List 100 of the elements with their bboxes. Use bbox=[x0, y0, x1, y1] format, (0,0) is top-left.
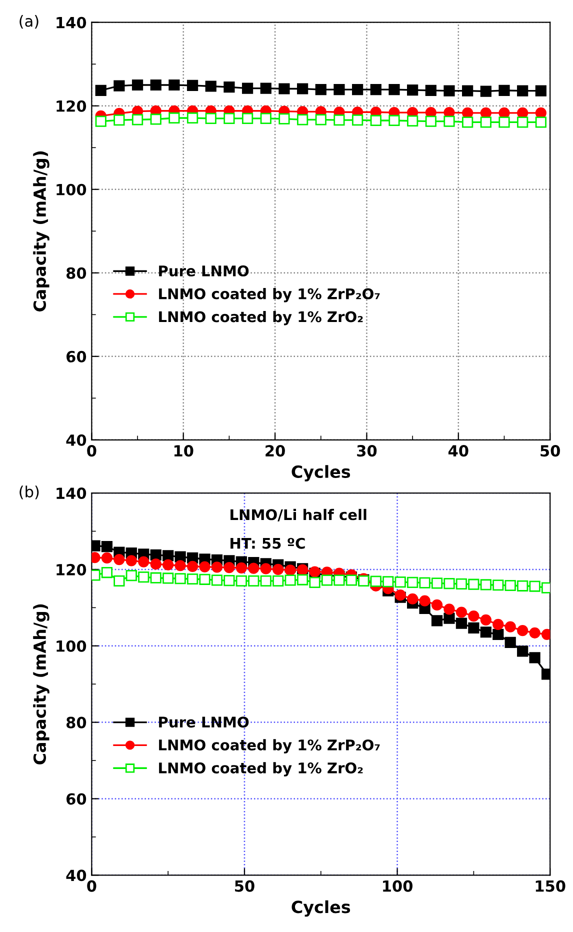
point bbox=[296, 83, 308, 94]
point bbox=[370, 114, 382, 126]
y-tick-label: 120 bbox=[56, 564, 86, 576]
y-axis-title: Capacity (mAh/g) bbox=[33, 151, 50, 312]
point bbox=[101, 540, 113, 552]
x-tick-label: 100 bbox=[383, 880, 412, 892]
point bbox=[248, 575, 260, 586]
legend-label: LNMO coated by 1% ZrO₂ bbox=[159, 762, 363, 776]
point bbox=[260, 82, 272, 94]
point bbox=[101, 566, 113, 578]
point bbox=[242, 82, 254, 94]
point bbox=[431, 615, 443, 626]
legend-label: LNMO coated by 1% ZrP₂O₇ bbox=[159, 288, 380, 302]
point bbox=[101, 552, 113, 564]
point bbox=[211, 562, 223, 573]
point bbox=[419, 577, 430, 588]
y-tick-label: 60 bbox=[66, 793, 86, 805]
point bbox=[492, 628, 504, 640]
point bbox=[529, 627, 540, 638]
y-tick-label: 40 bbox=[66, 434, 86, 446]
point bbox=[150, 572, 162, 584]
point bbox=[114, 114, 125, 126]
point bbox=[150, 79, 162, 91]
point bbox=[498, 116, 510, 128]
point bbox=[334, 84, 345, 96]
y-tick-label: 140 bbox=[56, 16, 86, 28]
point bbox=[444, 116, 455, 127]
point bbox=[535, 85, 546, 96]
point bbox=[517, 116, 528, 128]
y-tick-label: 140 bbox=[56, 487, 86, 500]
point bbox=[278, 113, 290, 124]
point bbox=[444, 612, 455, 624]
point bbox=[480, 614, 492, 626]
point bbox=[260, 575, 272, 586]
x-tick-label: 0 bbox=[87, 880, 96, 892]
point bbox=[498, 84, 510, 96]
point bbox=[419, 595, 430, 606]
point bbox=[284, 564, 296, 576]
point bbox=[425, 84, 436, 96]
point bbox=[321, 574, 333, 586]
point bbox=[205, 80, 216, 92]
chart-title: (a) bbox=[20, 14, 38, 29]
point bbox=[352, 114, 364, 126]
point bbox=[260, 563, 272, 574]
y-tick-label: 100 bbox=[56, 640, 86, 652]
point bbox=[174, 551, 186, 562]
point bbox=[236, 575, 247, 586]
point bbox=[444, 604, 455, 615]
point bbox=[535, 116, 546, 128]
point bbox=[431, 599, 443, 611]
point bbox=[462, 85, 474, 96]
point bbox=[95, 84, 106, 96]
point bbox=[132, 79, 144, 91]
point bbox=[504, 636, 516, 648]
point bbox=[205, 112, 216, 124]
point bbox=[224, 562, 235, 574]
point bbox=[138, 556, 150, 568]
point bbox=[174, 573, 186, 584]
point bbox=[186, 573, 198, 585]
point bbox=[224, 574, 235, 586]
x-tick-label: 150 bbox=[536, 880, 566, 892]
point bbox=[236, 562, 247, 574]
point bbox=[95, 116, 106, 127]
y-tick-label: 120 bbox=[56, 100, 86, 112]
point bbox=[504, 580, 516, 592]
point bbox=[296, 574, 308, 586]
point bbox=[315, 114, 326, 126]
point bbox=[224, 82, 235, 93]
point bbox=[186, 80, 198, 91]
point bbox=[407, 115, 418, 126]
point bbox=[529, 652, 540, 664]
point bbox=[480, 86, 492, 97]
point bbox=[114, 554, 125, 566]
point bbox=[199, 574, 210, 585]
point bbox=[168, 79, 180, 91]
x-axis-title: Cycles bbox=[292, 465, 350, 482]
x-tick-label: 30 bbox=[357, 445, 377, 457]
point bbox=[456, 618, 468, 629]
point bbox=[431, 578, 443, 589]
x-tick-label: 50 bbox=[235, 880, 254, 892]
point bbox=[388, 84, 400, 96]
point bbox=[278, 83, 290, 94]
point bbox=[388, 114, 400, 126]
chart-title: (b) bbox=[20, 486, 39, 500]
point bbox=[346, 574, 357, 586]
point bbox=[272, 575, 284, 586]
point bbox=[456, 578, 468, 590]
y-tick-label: 80 bbox=[66, 267, 86, 279]
annotation: LNMO/Li half cell bbox=[230, 508, 366, 522]
point bbox=[150, 558, 162, 570]
point bbox=[492, 580, 504, 591]
point bbox=[114, 80, 125, 92]
point bbox=[504, 621, 516, 632]
x-tick-label: 0 bbox=[87, 445, 96, 457]
point bbox=[517, 580, 528, 592]
point bbox=[126, 570, 137, 582]
point bbox=[456, 606, 468, 618]
point bbox=[260, 112, 272, 124]
point bbox=[407, 576, 418, 588]
point bbox=[224, 112, 235, 124]
